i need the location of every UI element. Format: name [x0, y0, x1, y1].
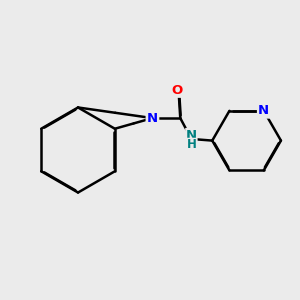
Text: H: H [186, 138, 196, 151]
Text: N: N [186, 128, 197, 142]
Text: N: N [258, 104, 269, 117]
Text: N: N [147, 112, 158, 124]
Text: O: O [171, 83, 183, 97]
